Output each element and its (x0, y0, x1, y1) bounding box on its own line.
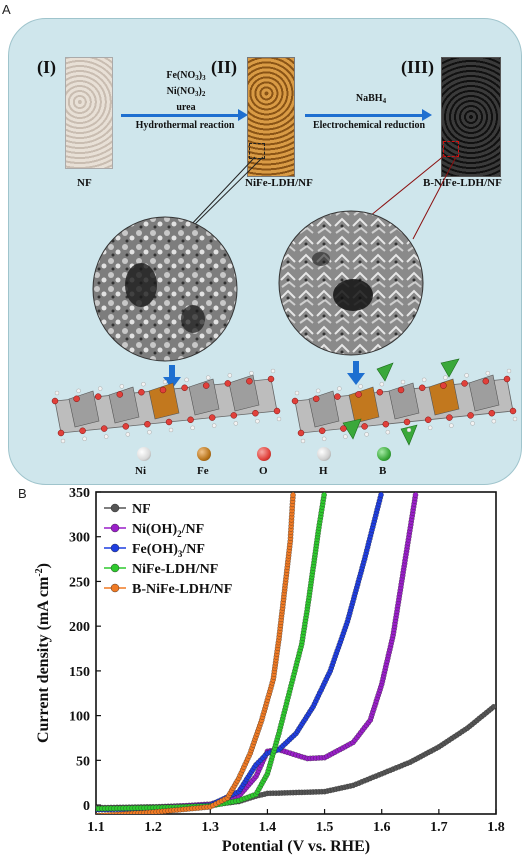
series-line (112, 492, 294, 814)
legend-label: B-NiFe-LDH/NF (132, 582, 232, 597)
zoom-line-1a (188, 156, 256, 228)
legend-swatch-marker (110, 503, 120, 513)
sem-insets-and-structures (51, 154, 518, 446)
y-tick-label: 0 (83, 799, 90, 814)
legend-label: NiFe-LDH/NF (132, 562, 218, 577)
series-marker (490, 704, 496, 710)
legend-swatch-marker (110, 523, 120, 533)
stage-1-label: NF (77, 177, 92, 189)
legend-swatch-marker (110, 543, 120, 553)
stage-2-roman: (II) (211, 57, 237, 77)
series-marker (412, 492, 419, 498)
atom-legend-ni-ball (137, 447, 151, 461)
y-tick-label: 50 (76, 754, 90, 769)
step2-process: Electrochemical reduction (312, 120, 426, 131)
synthesis-scheme-panel: (I) NF Fe(NO3)3 Ni(NO3)2 urea Hydrotherm… (8, 18, 522, 485)
x-axis-label: Potential (V vs. RHE) (222, 838, 370, 855)
x-tick-label: 1.3 (202, 820, 220, 835)
step2-arrow (305, 114, 423, 117)
x-tick-label: 1.8 (487, 820, 505, 835)
y-tick-label: 150 (69, 665, 90, 680)
x-tick-label: 1.2 (144, 820, 162, 835)
stage-3-label: B-NiFe-LDH/NF (423, 177, 502, 189)
step1-reagents: Fe(NO3)3 Ni(NO3)2 urea (166, 70, 206, 113)
atom-legend-fe-ball (197, 447, 211, 461)
atom-legend-b-ball (377, 447, 391, 461)
legend-label: Fe(OH)3/NF (132, 542, 205, 559)
step2-arrowhead (422, 109, 432, 121)
legend-label: Ni(OH)2/NF (132, 522, 204, 539)
x-tick-label: 1.6 (373, 820, 391, 835)
zoom-line-2b (412, 154, 458, 240)
step1-arrowhead (238, 109, 248, 121)
x-tick-label: 1.4 (259, 820, 277, 835)
stage-3-inset-box (443, 141, 459, 157)
x-tick-label: 1.1 (87, 820, 105, 835)
y-axis-label: Current density (mA cm-2) (34, 563, 52, 743)
atom-legend-b: B (379, 465, 387, 477)
step1-arrow (121, 114, 239, 117)
stage-2-label: NiFe-LDH/NF (245, 177, 313, 189)
stage-2-inset-box (249, 143, 265, 159)
x-tick-label: 1.7 (430, 820, 448, 835)
series-marker (321, 492, 327, 498)
lsv-polarization-chart: 1.1 1.2 1.3 1.4 1.5 1.6 1.7 1.8 0 50 100 150 200 250 3… (34, 486, 505, 855)
legend-swatch-marker (110, 583, 120, 593)
oxygen-atoms (51, 368, 518, 444)
step1-process: Hydrothermal reaction (135, 120, 235, 131)
y-tick-label: 100 (69, 710, 90, 725)
step2-reagent: NaBH4 (355, 93, 387, 105)
crystal-structure-b-nife-ldh (294, 358, 514, 446)
panel-b-letter: B (18, 486, 27, 501)
b-nife-ldh-image (441, 57, 501, 177)
x-tick-label: 1.5 (316, 820, 334, 835)
plot-frame (95, 491, 497, 815)
y-tick-label: 350 (69, 486, 90, 501)
atom-legend-ni: Ni (135, 465, 146, 477)
atom-legend-o: O (259, 465, 268, 477)
atom-legend-fe: Fe (197, 465, 209, 477)
legend-swatch-marker (110, 563, 120, 573)
y-tick-label: 300 (69, 531, 90, 546)
panel-a-letter: A (2, 2, 11, 17)
nf-foam-image (65, 57, 113, 169)
y-tick-label: 200 (69, 620, 90, 635)
series-marker (290, 492, 296, 498)
stage-3-roman: (III) (401, 57, 435, 77)
atom-legend-h-ball (317, 447, 331, 461)
nife-ldh-image (247, 57, 295, 177)
sem-inset-nife-ldh (92, 216, 238, 362)
series-4 (96, 492, 296, 814)
atom-legend-o-ball (257, 447, 271, 461)
atom-legend-h: H (319, 465, 328, 477)
series-1 (96, 492, 419, 813)
legend-label: NF (132, 502, 151, 517)
y-tick-label: 250 (69, 575, 90, 590)
series-marker (378, 492, 384, 498)
stage-1-roman: (I) (37, 57, 56, 77)
series-2 (96, 492, 384, 813)
